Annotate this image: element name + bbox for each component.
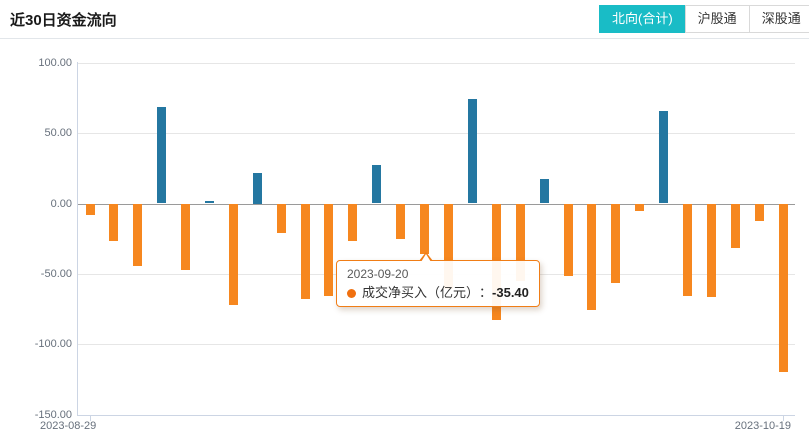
tab-group: 北向(合计) 沪股通 深股通 [599,5,809,33]
bar-negative[interactable] [109,204,119,241]
tooltip-separator: ： [479,285,493,300]
bar-negative[interactable] [778,204,788,372]
bar-negative[interactable] [706,204,716,297]
bar-negative[interactable] [181,204,191,271]
gridline [78,133,795,135]
zero-gridline [78,203,795,205]
bar-positive[interactable] [659,110,668,204]
y-axis-label: 0.00 [50,197,72,210]
y-axis-label: -150.00 [34,408,72,421]
tooltip-value: -35.40 [492,285,529,300]
bar-negative[interactable] [587,204,597,311]
bar-positive[interactable] [467,99,477,204]
bar-negative[interactable] [348,204,358,241]
tab-shenzhen-connect[interactable]: 深股通 [748,5,809,33]
x-axis-label: 2023-10-19 [734,420,791,432]
bar-negative[interactable] [611,204,621,283]
bar-negative[interactable] [754,204,764,221]
bar-negative[interactable] [133,204,143,266]
x-axis-tick [90,415,91,421]
bar-negative[interactable] [228,204,238,306]
bar-negative[interactable] [443,204,453,289]
gridline [78,344,795,346]
bar-negative[interactable] [563,204,573,276]
bar-positive[interactable] [372,164,382,204]
bar-positive[interactable] [157,107,167,204]
bar-negative[interactable] [682,204,692,297]
y-axis-label: -50.00 [40,267,72,280]
bar-negative[interactable] [300,204,310,299]
bar-positive[interactable] [204,200,214,204]
page-title: 近30日资金流向 [10,12,117,29]
bar-positive[interactable] [252,172,262,204]
series-marker-dot [347,288,356,298]
y-axis-label: 100.00 [38,56,72,69]
bar-negative[interactable] [276,204,286,233]
y-axis-label: -100.00 [34,338,72,351]
tooltip-series-row: 成交净买入（亿元） ： -35.40 [347,282,529,304]
gridline [78,62,795,64]
header-divider [0,38,809,39]
bar-positive[interactable] [539,178,549,204]
chart-tooltip: 2023-09-20 成交净买入（亿元） ： -35.40 [336,252,540,307]
x-axis-label: 2023-08-29 [40,420,97,432]
y-axis-label: 50.00 [44,127,72,140]
x-axis-line [77,414,795,416]
tooltip-series-label: 成交净买入（亿元） [362,285,480,300]
bar-negative[interactable] [515,204,525,282]
x-axis-tick [783,415,784,421]
bar-negative[interactable] [730,204,740,249]
tooltip-date: 2023-09-20 [347,267,409,281]
bar-negative[interactable] [635,204,645,211]
bar-negative[interactable] [85,204,95,216]
y-axis-line [77,62,78,415]
bar-negative[interactable] [396,204,406,240]
bar-negative[interactable] [324,204,334,296]
bar-highlighted[interactable] [420,204,429,254]
